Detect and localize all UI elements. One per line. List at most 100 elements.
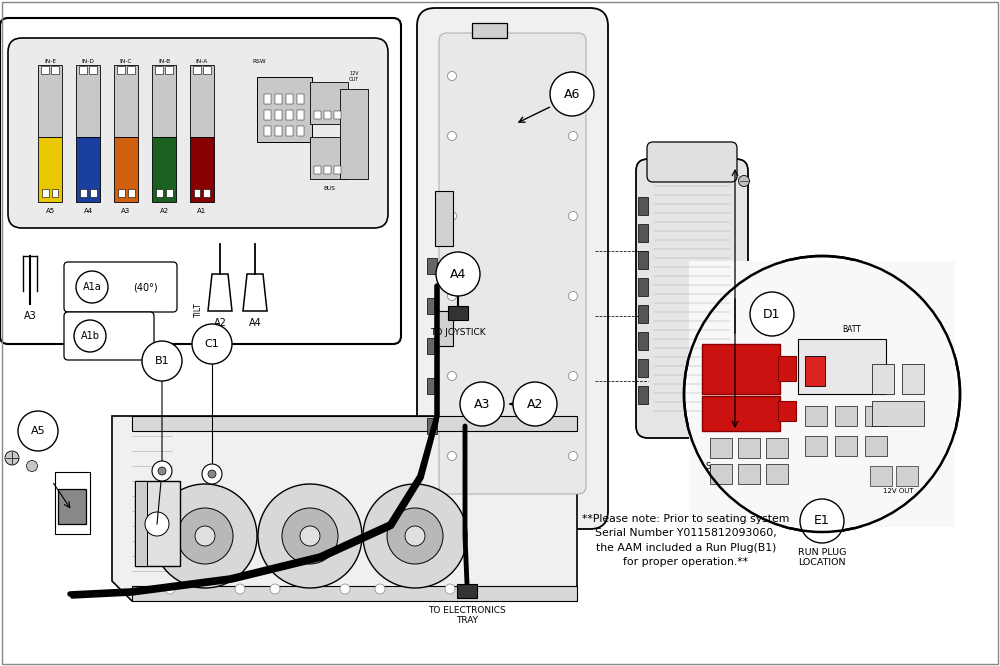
Text: IN-B: IN-B [158, 59, 170, 64]
Bar [324, 111, 331, 119]
Bar [297, 110, 304, 120]
Bar [805, 436, 827, 456]
Text: **Please note: Prior to seating system
Serial Number Y0115812093060,
the AAM inc: **Please note: Prior to seating system S… [582, 514, 789, 567]
Bar [448, 306, 468, 320]
Bar [638, 197, 648, 215]
Circle shape [800, 499, 844, 543]
Bar [896, 466, 918, 486]
FancyBboxPatch shape [64, 262, 177, 312]
Bar [798, 339, 886, 394]
Circle shape [208, 470, 216, 478]
Bar [902, 364, 924, 394]
Bar [190, 137, 214, 202]
Circle shape [568, 292, 578, 300]
Bar [264, 94, 271, 104]
Bar [805, 356, 825, 386]
Circle shape [142, 341, 182, 381]
Circle shape [550, 72, 594, 116]
FancyBboxPatch shape [0, 18, 401, 344]
Bar [334, 111, 341, 119]
Polygon shape [208, 274, 232, 311]
Circle shape [568, 131, 578, 141]
Bar [286, 110, 293, 120]
Circle shape [282, 508, 338, 564]
Bar [89, 66, 97, 74]
Bar [286, 94, 293, 104]
Bar [41, 66, 49, 74]
Bar [638, 251, 648, 269]
Bar [204, 189, 210, 197]
Text: A6: A6 [564, 87, 580, 101]
Bar [117, 66, 125, 74]
Bar [132, 416, 577, 431]
Circle shape [447, 212, 456, 220]
Bar [257, 77, 312, 142]
Bar [152, 65, 176, 137]
Text: A2: A2 [159, 208, 169, 214]
Bar [165, 66, 173, 74]
Circle shape [177, 508, 233, 564]
Circle shape [145, 512, 169, 536]
Bar [275, 110, 282, 120]
Bar [865, 436, 887, 456]
Bar [52, 189, 58, 197]
Bar [203, 66, 211, 74]
Bar [314, 166, 321, 174]
Bar [835, 406, 857, 426]
Bar [702, 396, 780, 431]
Bar [135, 481, 147, 566]
Bar [51, 66, 59, 74]
Bar [166, 189, 173, 197]
Circle shape [447, 452, 456, 460]
Circle shape [74, 320, 106, 352]
Bar [865, 406, 887, 426]
Circle shape [436, 252, 480, 296]
Bar [778, 401, 796, 421]
Circle shape [445, 584, 455, 594]
Bar [738, 438, 760, 458]
FancyBboxPatch shape [647, 142, 737, 182]
Text: A2: A2 [214, 318, 226, 328]
Text: A4: A4 [83, 208, 93, 214]
Circle shape [684, 256, 960, 532]
Circle shape [270, 584, 280, 594]
Bar [90, 189, 96, 197]
Circle shape [153, 484, 257, 588]
Bar [638, 278, 648, 296]
Bar [638, 332, 648, 350]
Circle shape [26, 460, 38, 472]
Bar [427, 298, 437, 314]
Bar [427, 258, 437, 274]
Bar [835, 436, 857, 456]
Circle shape [340, 584, 350, 594]
Text: A5: A5 [45, 208, 55, 214]
Bar [314, 111, 321, 119]
Circle shape [513, 382, 557, 426]
Circle shape [447, 292, 456, 300]
Bar [638, 305, 648, 323]
Bar [638, 224, 648, 242]
Bar [79, 66, 87, 74]
Circle shape [300, 526, 320, 546]
Polygon shape [112, 416, 577, 601]
Bar [264, 126, 271, 136]
Bar [38, 65, 62, 137]
Circle shape [76, 271, 108, 303]
Bar [135, 481, 180, 566]
Bar [132, 586, 577, 601]
Text: A2: A2 [527, 398, 543, 410]
Circle shape [363, 484, 467, 588]
Bar [76, 65, 100, 137]
Bar [435, 311, 453, 346]
Text: 12V
OUT: 12V OUT [349, 71, 359, 82]
Bar [128, 189, 135, 197]
Bar [310, 82, 348, 124]
Text: A4: A4 [450, 268, 466, 280]
Circle shape [375, 584, 385, 594]
Circle shape [192, 324, 232, 364]
Bar [638, 359, 648, 377]
Bar [457, 584, 477, 598]
Circle shape [258, 484, 362, 588]
Text: BATT: BATT [843, 325, 861, 334]
Bar [638, 386, 648, 404]
